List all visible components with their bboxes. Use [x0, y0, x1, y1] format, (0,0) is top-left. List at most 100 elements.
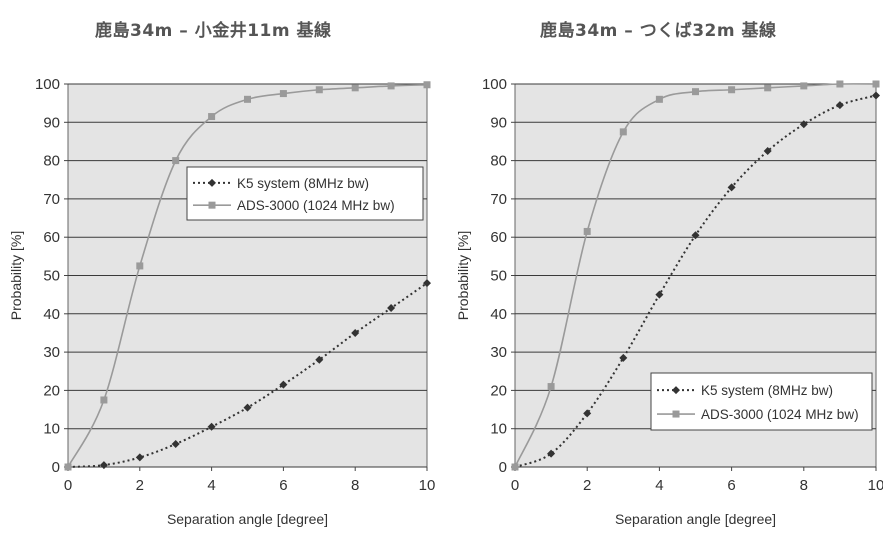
data-point [387, 304, 396, 313]
x-tick-label: 2 [583, 477, 591, 494]
x-tick-label: 0 [511, 477, 519, 494]
data-point [872, 80, 880, 88]
data-point [315, 86, 323, 94]
data-point [171, 440, 180, 449]
x-axis-label: Separation angle [degree] [615, 511, 776, 527]
series-1 [511, 80, 880, 471]
series-line [67, 83, 428, 468]
chart-title-right: 鹿島34m – つくば32m 基線 [540, 21, 777, 41]
data-point [511, 463, 519, 471]
y-tick-label: 90 [43, 114, 60, 131]
data-point [423, 279, 431, 288]
legend-marker [208, 201, 216, 209]
y-tick-label: 10 [490, 421, 507, 438]
data-point [764, 84, 772, 92]
data-point [872, 91, 880, 100]
x-tick-label: 8 [800, 477, 808, 494]
series-0 [511, 91, 880, 471]
data-point [244, 95, 251, 103]
legend-label: K5 system (8MHz bw) [701, 383, 833, 398]
legend-label: ADS-3000 (1024 MHz bw) [701, 407, 859, 422]
data-point [207, 422, 216, 431]
data-point [315, 355, 324, 364]
x-tick-label: 0 [64, 477, 72, 494]
y-tick-label: 70 [490, 191, 507, 208]
x-tick-label: 8 [351, 477, 359, 494]
legend-marker [208, 178, 216, 187]
y-tick-label: 30 [490, 344, 507, 361]
legend-label: ADS-3000 (1024 MHz bw) [237, 198, 395, 213]
y-tick-label: 50 [43, 268, 60, 285]
data-point [836, 80, 844, 88]
data-point [279, 380, 288, 389]
data-point [136, 262, 144, 270]
data-point [583, 227, 591, 235]
y-tick-label: 100 [35, 76, 60, 93]
data-point [351, 84, 359, 92]
legend-marker [672, 386, 680, 395]
data-point [423, 81, 431, 89]
y-tick-label: 90 [490, 114, 507, 131]
data-point [135, 453, 144, 462]
legend-marker [672, 410, 680, 418]
y-tick-label: 60 [43, 229, 60, 246]
legend: K5 system (8MHz bw) ADS-3000 (1024 MHz bw… [186, 166, 424, 221]
x-tick-label: 2 [136, 477, 144, 494]
data-point [799, 120, 808, 129]
x-axis-label: Separation angle [degree] [167, 511, 328, 527]
series-0 [64, 279, 431, 471]
y-tick-label: 10 [43, 421, 60, 438]
y-tick-label: 100 [482, 76, 507, 93]
data-point [208, 113, 216, 121]
legend-box [650, 372, 873, 431]
legend-label: K5 system (8MHz bw) [237, 176, 369, 191]
data-point [583, 409, 592, 418]
x-tick-label: 4 [655, 477, 663, 494]
chart-0: 0 10 20 30 40 50 60 70 80 90 100 0 2 4 6 8 10 Separation … [8, 76, 435, 527]
x-tick-label: 10 [419, 477, 436, 494]
data-point [64, 463, 72, 471]
data-point [800, 82, 808, 90]
data-point [279, 90, 287, 98]
x-tick-label: 6 [727, 477, 735, 494]
data-point [728, 86, 736, 94]
x-tick-label: 10 [868, 477, 883, 494]
y-tick-label: 80 [490, 153, 507, 170]
data-point [763, 147, 772, 156]
y-tick-label: 80 [43, 153, 60, 170]
data-point [99, 461, 108, 470]
x-tick-label: 4 [207, 477, 215, 494]
chart-title-left: 鹿島34m – 小金井11m 基線 [95, 21, 332, 41]
x-tick-label: 6 [279, 477, 287, 494]
y-axis-label: Probability [%] [455, 231, 471, 320]
y-tick-label: 70 [43, 191, 60, 208]
legend-box [186, 166, 424, 221]
legend: K5 system (8MHz bw) ADS-3000 (1024 MHz bw… [650, 372, 873, 431]
data-point [172, 157, 180, 165]
y-tick-label: 40 [490, 306, 507, 323]
data-point [387, 82, 395, 90]
y-tick-label: 0 [52, 459, 60, 476]
data-point [547, 383, 555, 391]
series-1 [64, 81, 431, 471]
data-point [691, 231, 700, 240]
data-point [692, 88, 699, 96]
data-point [100, 396, 108, 404]
y-axis-label: Probability [%] [8, 231, 24, 320]
y-tick-label: 40 [43, 306, 60, 323]
data-point [655, 290, 664, 299]
data-point [727, 183, 736, 192]
y-tick-label: 20 [43, 382, 60, 399]
data-point [619, 353, 628, 362]
data-point [547, 449, 556, 458]
data-point [619, 128, 627, 136]
y-tick-label: 60 [490, 229, 507, 246]
data-point [351, 328, 360, 337]
data-point [835, 101, 844, 110]
y-tick-label: 20 [490, 382, 507, 399]
y-tick-label: 0 [499, 459, 507, 476]
data-point [655, 95, 663, 103]
data-point [243, 403, 252, 412]
